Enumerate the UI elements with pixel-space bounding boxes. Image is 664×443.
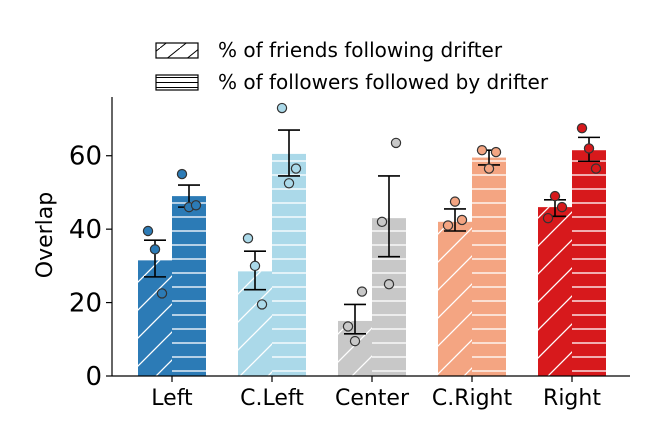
- legend-swatch-horizontal: [155, 74, 199, 91]
- data-point: [356, 286, 368, 297]
- bar-hatch: [138, 260, 172, 376]
- data-point: [283, 178, 295, 189]
- y-axis-label: Overlap: [33, 192, 58, 278]
- error-bar: [444, 208, 466, 232]
- x-tick-label: C.Right: [432, 386, 513, 411]
- data-point: [583, 143, 595, 154]
- legend-label: % of followers followed by drifter: [218, 70, 549, 94]
- data-point: [549, 190, 561, 202]
- data-point: [476, 145, 488, 156]
- data-point: [249, 260, 261, 272]
- data-point: [490, 146, 502, 158]
- y-tick-label: 0: [85, 362, 102, 392]
- data-point: [156, 288, 168, 299]
- data-point: [142, 225, 154, 237]
- y-tick-label: 20: [69, 289, 102, 319]
- data-point: [256, 299, 268, 310]
- x-tick-label: Center: [335, 386, 410, 411]
- bar-hatch: [172, 196, 206, 376]
- y-tick-label: 60: [69, 142, 102, 172]
- bar-hatch: [572, 150, 606, 376]
- data-point: [149, 244, 161, 255]
- bar-hatch: [538, 207, 572, 376]
- data-point: [176, 168, 188, 180]
- x-tick-label: Left: [151, 386, 193, 411]
- x-tick-label: C.Left: [240, 386, 304, 411]
- chart-legend: % of friends following drifter % of foll…: [155, 38, 549, 94]
- data-point: [456, 214, 468, 226]
- legend-swatch-diagonal: [155, 42, 199, 59]
- data-point: [242, 233, 254, 244]
- data-point: [449, 196, 461, 207]
- data-point: [349, 335, 361, 347]
- error-bar: [378, 175, 400, 258]
- ticks-layer: 0 20 40 60: [69, 142, 573, 392]
- data-point: [576, 123, 588, 134]
- category-labels-layer: Left C.Left Center C.Right Right: [151, 386, 601, 411]
- error-bar: [344, 303, 366, 335]
- legend-item: % of friends following drifter: [155, 38, 503, 62]
- points-layer: [142, 102, 602, 347]
- data-point: [442, 220, 454, 231]
- error-bar: [278, 129, 300, 177]
- data-point: [542, 212, 554, 224]
- x-tick-label: Right: [543, 386, 601, 411]
- data-point: [290, 163, 302, 174]
- data-point: [376, 216, 388, 228]
- data-point: [276, 102, 288, 114]
- data-point: [483, 163, 495, 174]
- data-point: [383, 279, 395, 290]
- axes-layer: [111, 97, 630, 377]
- bar-hatch: [272, 153, 306, 376]
- bar-hatch: [472, 157, 506, 376]
- data-point: [390, 137, 402, 149]
- data-point: [590, 163, 602, 174]
- data-point: [190, 200, 202, 211]
- data-point: [342, 321, 354, 332]
- data-point: [556, 201, 568, 213]
- y-tick-label: 40: [69, 215, 102, 245]
- legend-label: % of friends following drifter: [218, 38, 503, 62]
- bar-hatch: [438, 221, 472, 376]
- bars-layer: [138, 150, 606, 376]
- legend-item: % of followers followed by drifter: [155, 70, 549, 94]
